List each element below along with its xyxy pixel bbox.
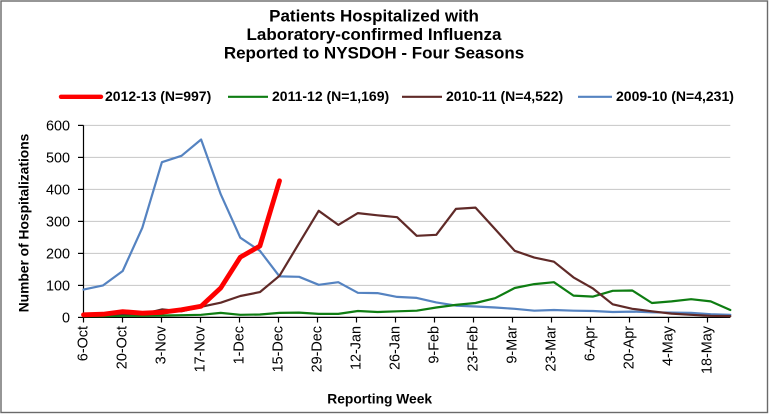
svg-text:12-Jan: 12-Jan <box>348 326 364 370</box>
svg-text:500: 500 <box>46 150 70 166</box>
svg-text:Patients Hospitalized with: Patients Hospitalized with <box>269 7 479 26</box>
svg-text:400: 400 <box>46 182 70 198</box>
svg-text:200: 200 <box>46 246 70 262</box>
svg-text:4-May: 4-May <box>660 325 676 366</box>
svg-text:20-Apr: 20-Apr <box>621 326 637 369</box>
svg-text:23-Mar: 23-Mar <box>543 326 559 372</box>
svg-text:2012-13 (N=997): 2012-13 (N=997) <box>105 88 211 104</box>
svg-text:15-Dec: 15-Dec <box>270 326 286 372</box>
svg-text:2010-11 (N=4,522): 2010-11 (N=4,522) <box>446 88 563 104</box>
svg-text:Reporting Week: Reporting Week <box>327 392 432 407</box>
svg-text:Reported to NYSDOH - Four Seas: Reported to NYSDOH - Four Seasons <box>224 44 524 63</box>
svg-text:9-Mar: 9-Mar <box>504 326 520 364</box>
svg-text:6-Apr: 6-Apr <box>582 326 598 361</box>
svg-text:100: 100 <box>46 278 70 294</box>
svg-text:1-Dec: 1-Dec <box>231 326 247 364</box>
svg-text:18-May: 18-May <box>699 325 715 374</box>
svg-text:26-Jan: 26-Jan <box>387 326 403 370</box>
svg-text:17-Nov: 17-Nov <box>192 325 208 372</box>
svg-text:9-Feb: 9-Feb <box>426 326 442 364</box>
svg-text:23-Feb: 23-Feb <box>465 326 481 372</box>
svg-text:3-Nov: 3-Nov <box>153 325 169 364</box>
svg-text:Laboratory-confirmed Influenza: Laboratory-confirmed Influenza <box>246 25 502 44</box>
svg-text:300: 300 <box>46 214 70 230</box>
svg-text:29-Dec: 29-Dec <box>309 326 325 372</box>
svg-text:2011-12 (N=1,169): 2011-12 (N=1,169) <box>272 88 389 104</box>
svg-text:6-Oct: 6-Oct <box>75 326 91 361</box>
svg-text:0: 0 <box>62 310 70 326</box>
svg-text:2009-10 (N=4,231): 2009-10 (N=4,231) <box>616 88 734 104</box>
svg-text:20-Oct: 20-Oct <box>114 326 130 369</box>
svg-text:Number of Hospitalizations: Number of Hospitalizations <box>17 133 32 312</box>
svg-text:600: 600 <box>46 118 70 134</box>
